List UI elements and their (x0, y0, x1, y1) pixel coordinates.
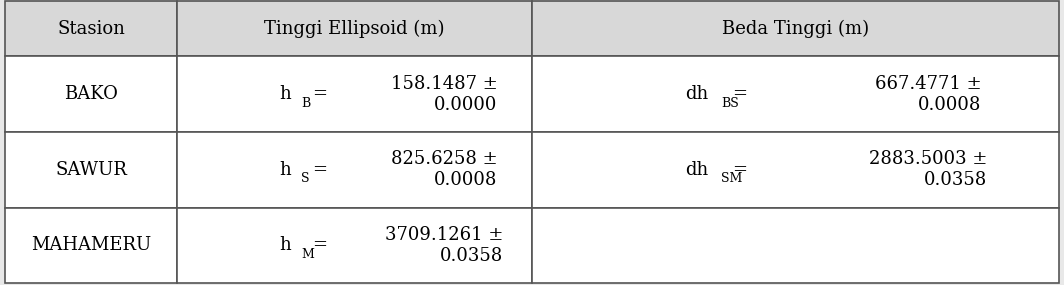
Bar (5, 132, 177, 208)
Bar (5, 1, 177, 56)
Text: 2883.5003 ±
0.0358: 2883.5003 ± 0.0358 (869, 150, 987, 189)
Text: S: S (301, 172, 310, 186)
Bar (177, 208, 532, 283)
Text: dh: dh (685, 161, 709, 179)
Text: =: = (312, 85, 327, 103)
Bar (177, 1, 532, 56)
Bar (532, 56, 1059, 132)
Text: SAWUR: SAWUR (55, 161, 127, 179)
Text: Stasion: Stasion (57, 20, 126, 38)
Text: Tinggi Ellipsoid (m): Tinggi Ellipsoid (m) (264, 20, 445, 38)
Bar (177, 56, 532, 132)
Text: =: = (312, 161, 327, 179)
Bar (5, 56, 177, 132)
Text: =: = (312, 237, 327, 255)
Text: 158.1487 ±
0.0000: 158.1487 ± 0.0000 (390, 75, 497, 114)
Text: =: = (732, 161, 747, 179)
Text: B: B (301, 97, 311, 110)
Bar (177, 132, 532, 208)
Text: =: = (732, 85, 747, 103)
Text: SM: SM (721, 172, 743, 186)
Text: BAKO: BAKO (64, 85, 118, 103)
Text: dh: dh (685, 85, 709, 103)
Text: MAHAMERU: MAHAMERU (31, 237, 151, 255)
Text: h: h (280, 85, 292, 103)
Text: BS: BS (721, 97, 739, 110)
Text: 667.4771 ±
0.0008: 667.4771 ± 0.0008 (875, 75, 981, 114)
Text: h: h (280, 237, 292, 255)
Bar (5, 208, 177, 283)
Text: h: h (280, 161, 292, 179)
Text: 825.6258 ±
0.0008: 825.6258 ± 0.0008 (390, 150, 497, 189)
Bar (532, 132, 1059, 208)
Bar (532, 1, 1059, 56)
Text: 3709.1261 ±
0.0358: 3709.1261 ± 0.0358 (385, 226, 503, 265)
Text: M: M (301, 248, 314, 261)
Bar (532, 208, 1059, 283)
Text: Beda Tinggi (m): Beda Tinggi (m) (721, 20, 869, 38)
